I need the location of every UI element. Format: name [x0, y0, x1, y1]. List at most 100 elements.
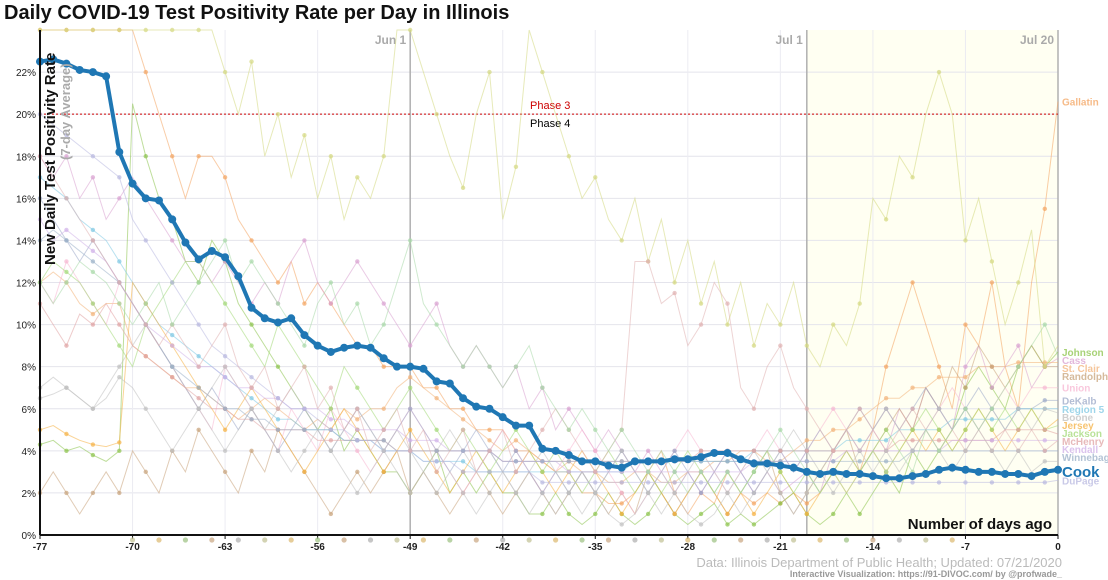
county-series-point	[487, 448, 492, 454]
county-series-point	[778, 501, 783, 506]
county-series-point	[64, 269, 69, 275]
cook-series-point	[313, 341, 322, 350]
cook-series-point	[115, 148, 124, 157]
county-series-point	[857, 406, 862, 411]
county-series-point	[1042, 459, 1047, 464]
cook-series[interactable]	[36, 55, 1062, 483]
county-series-point	[1016, 406, 1021, 411]
county-series-point	[619, 522, 624, 527]
county-series-point	[381, 469, 386, 475]
cook-series-point	[921, 469, 930, 478]
county-series-point	[90, 227, 96, 233]
cook-series-point	[326, 347, 335, 356]
data-source: Data: Illinois Department of Public Heal…	[696, 555, 1062, 570]
cook-series-point	[168, 215, 177, 224]
county-series-point	[222, 406, 228, 411]
cook-series-point	[207, 246, 216, 255]
county-series-point	[1016, 343, 1021, 348]
county-series-point	[434, 111, 439, 117]
county-series-point	[117, 175, 122, 180]
y-tick-label: 6%	[22, 405, 37, 416]
timeline-dot	[790, 537, 797, 543]
county-series-point	[355, 406, 360, 411]
cook-series-point	[604, 461, 613, 470]
county-series-point	[831, 427, 836, 432]
y-tick-label: 20%	[16, 110, 36, 121]
county-series-point	[487, 427, 492, 432]
county-series-line	[39, 176, 1058, 473]
county-series-point	[910, 448, 915, 454]
county-series-point	[170, 280, 175, 285]
cook-series-point	[366, 343, 375, 352]
county-series-point	[381, 154, 386, 159]
county-series-point	[804, 480, 810, 485]
county-series-point	[302, 238, 307, 243]
cook-series-point	[1001, 469, 1010, 478]
county-series-point	[434, 396, 439, 401]
county-series-point	[407, 27, 413, 33]
cook-series-point	[234, 272, 243, 281]
county-series-point	[117, 448, 122, 454]
county-series-point	[831, 322, 836, 327]
cook-series-point	[789, 463, 798, 472]
county-series-point	[222, 322, 228, 327]
county-series-point	[487, 490, 492, 496]
county-series-point	[328, 301, 334, 306]
county-series-point	[1016, 448, 1021, 454]
county-series-point	[804, 459, 810, 464]
cook-series-point	[842, 469, 851, 478]
county-series-point	[487, 364, 492, 369]
cook-series-point	[802, 467, 811, 476]
county-series-point	[778, 343, 783, 348]
county-series-point	[170, 27, 175, 33]
county-series-point	[302, 133, 307, 138]
y-tick-label: 10%	[16, 321, 36, 332]
county-series-point	[381, 322, 386, 327]
timeline-dot	[367, 537, 374, 543]
county-series-point	[883, 459, 889, 464]
county-series-point	[936, 427, 942, 432]
county-end-label: DuPage	[1062, 476, 1100, 487]
county-series-point	[143, 301, 148, 306]
timeline-dot	[843, 537, 850, 543]
county-end-label: Jackson	[1062, 429, 1102, 440]
county-series-point	[90, 442, 96, 447]
timeline-dot	[262, 537, 268, 543]
county-series-point	[355, 175, 360, 180]
county-series-point	[619, 427, 624, 432]
county-series-point	[222, 301, 228, 306]
county-series-point	[407, 238, 413, 243]
county-series-point	[593, 511, 598, 517]
county-series-point	[1042, 385, 1047, 390]
county-series-point	[355, 448, 360, 454]
county-series-point	[1016, 438, 1021, 443]
county-series-point	[751, 501, 757, 506]
county-series-point	[725, 522, 730, 527]
visualization-credit[interactable]: Interactive Visualization: https://91-DI…	[789, 569, 1062, 579]
county-series-point	[725, 459, 730, 464]
county-end-label: Gallatin	[1062, 98, 1099, 109]
county-series-point	[989, 259, 995, 264]
county-series-point	[64, 133, 69, 138]
y-tick-label: 0%	[22, 531, 37, 542]
county-series-point	[963, 427, 968, 432]
county-series-point	[222, 353, 228, 359]
county-series-point	[1042, 398, 1047, 403]
county-series-point	[302, 301, 307, 306]
county-series-point	[381, 364, 386, 369]
county-series-point	[196, 280, 201, 285]
county-series-point	[751, 511, 757, 517]
county-series-point	[566, 480, 572, 485]
timeline-dot	[896, 537, 902, 543]
county-series-point	[328, 406, 334, 411]
county-series-point	[513, 438, 519, 443]
county-series-point	[989, 280, 995, 285]
county-series-point	[883, 396, 889, 401]
county-series-point	[963, 322, 968, 327]
county-series-point	[831, 490, 836, 496]
county-series-point	[170, 154, 175, 159]
county-series-point	[645, 469, 651, 475]
county-series-point	[249, 417, 254, 422]
county-series-point	[249, 385, 254, 390]
